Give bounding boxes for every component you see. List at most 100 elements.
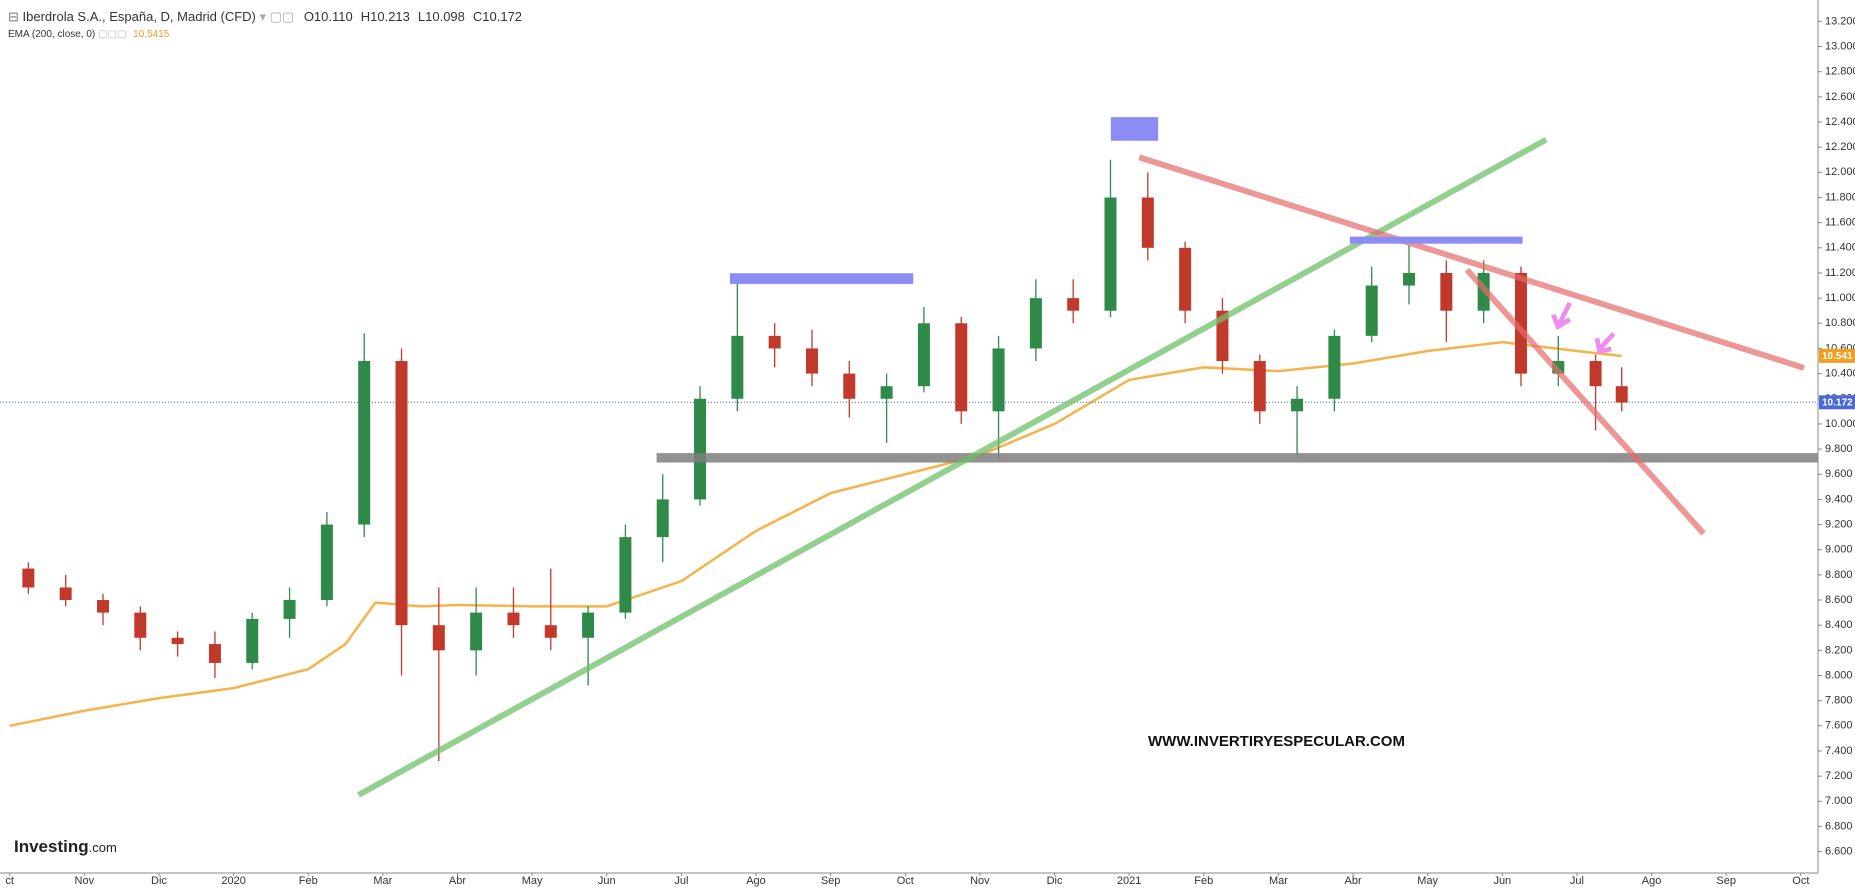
x-tick-label: Nov <box>970 875 990 887</box>
y-tick-label: 9.000 <box>1825 544 1853 556</box>
y-tick-label: 13.000 <box>1825 40 1855 52</box>
candle <box>96 593 109 626</box>
y-tick-label: 7.800 <box>1825 695 1853 707</box>
candle <box>246 612 259 670</box>
candle-body <box>395 361 408 626</box>
candle <box>358 333 371 538</box>
candle <box>544 568 557 651</box>
x-tick-label: ct <box>5 875 14 887</box>
candle <box>22 562 35 594</box>
candle-body <box>805 348 818 374</box>
last-price-tag-label: 10.172 <box>1822 397 1853 408</box>
candle-body <box>731 335 744 399</box>
candle <box>395 348 408 676</box>
candle-body <box>1328 335 1341 399</box>
ohlc-low: L10.098 <box>418 9 465 24</box>
x-tick-label: Mar <box>373 875 392 887</box>
y-tick-label: 10.400 <box>1825 368 1855 380</box>
candle-body <box>656 499 669 538</box>
candle-body <box>544 625 557 638</box>
x-tick-label: 2021 <box>1117 875 1141 887</box>
ohlc-close: C10.172 <box>473 9 522 24</box>
candle-body <box>1615 386 1628 403</box>
chart-header: ⊟ Iberdrola S.A., España, D, Madrid (CFD… <box>8 9 522 24</box>
candle <box>470 587 483 676</box>
candle <box>320 511 333 607</box>
candle-body <box>843 373 856 399</box>
resistance-line <box>1464 267 1706 536</box>
candle <box>1253 354 1266 424</box>
x-tick-label: Mar <box>1269 875 1288 887</box>
candle <box>843 361 856 418</box>
candle <box>1365 266 1378 343</box>
candle-body <box>917 323 930 387</box>
ema-price-tag <box>1819 348 1855 363</box>
arrow <box>1594 332 1616 355</box>
candle <box>1179 241 1192 324</box>
candle <box>208 631 221 679</box>
candle <box>731 283 744 412</box>
x-tick-label: Dic <box>1047 875 1063 887</box>
x-tick-label: Oct <box>1792 875 1809 887</box>
x-tick-label: Jul <box>1570 875 1584 887</box>
candle <box>619 524 632 619</box>
y-tick-label: 9.200 <box>1825 518 1853 530</box>
ema-line <box>9 340 1622 728</box>
x-tick-label: Jun <box>1493 875 1511 887</box>
last-price-tag <box>1819 395 1855 410</box>
candle-body <box>955 323 968 412</box>
candle-body <box>283 600 296 619</box>
y-tick-label: 11.600 <box>1825 217 1855 229</box>
y-tick-label: 11.000 <box>1825 292 1855 304</box>
x-tick-label: Dic <box>151 875 167 887</box>
candle-body <box>582 612 595 638</box>
candle-body <box>992 348 1005 412</box>
candle-body <box>134 612 147 638</box>
chart-title: Iberdrola S.A., España, D, Madrid (CFD) <box>23 9 256 24</box>
y-tick-label: 11.400 <box>1825 242 1855 254</box>
x-tick-label: Feb <box>299 875 318 887</box>
candle <box>656 474 669 563</box>
candle-body <box>1029 298 1042 349</box>
candle <box>59 574 72 607</box>
candle <box>1029 279 1042 362</box>
x-tick-label: Ago <box>1642 875 1662 887</box>
candle-body <box>1514 272 1527 374</box>
candle-body <box>358 361 371 525</box>
marker-box <box>1110 117 1159 141</box>
candle-body <box>1216 310 1229 362</box>
resistance-line <box>1138 154 1805 371</box>
candle-body <box>1179 247 1192 311</box>
x-tick-label: Sep <box>1716 875 1736 887</box>
x-tick-label: May <box>1417 875 1438 887</box>
x-tick-label: Ago <box>746 875 766 887</box>
candle-body <box>1104 197 1117 311</box>
x-tick-label: Oct <box>897 875 914 887</box>
candle <box>768 323 781 368</box>
candle-body <box>96 600 109 613</box>
indicator-value: 10.5415 <box>133 29 170 40</box>
candle <box>1440 260 1453 343</box>
x-tick-label: Nov <box>75 875 95 887</box>
candle-body <box>694 398 707 500</box>
candle-body <box>171 637 184 645</box>
candle <box>805 329 818 387</box>
candle <box>582 606 595 686</box>
ema-price-tag-label: 10.541 <box>1822 351 1853 362</box>
annotations <box>357 117 1819 798</box>
candle-body <box>1291 398 1304 412</box>
candle-body <box>1253 361 1266 412</box>
y-tick-label: 8.800 <box>1825 569 1853 581</box>
x-tick-label: Feb <box>1194 875 1213 887</box>
logo-suffix: .com <box>89 840 117 855</box>
candle-body <box>320 524 333 601</box>
candle <box>917 306 930 393</box>
menu-icon: ▾ ▢▢ <box>256 9 298 24</box>
x-tick-label: May <box>522 875 543 887</box>
candle-body <box>1403 272 1416 286</box>
y-tick-label: 10.000 <box>1825 418 1855 430</box>
y-tick-label: 11.200 <box>1825 267 1855 279</box>
y-tick-label: 12.000 <box>1825 166 1855 178</box>
y-tick-label: 12.400 <box>1825 116 1855 128</box>
